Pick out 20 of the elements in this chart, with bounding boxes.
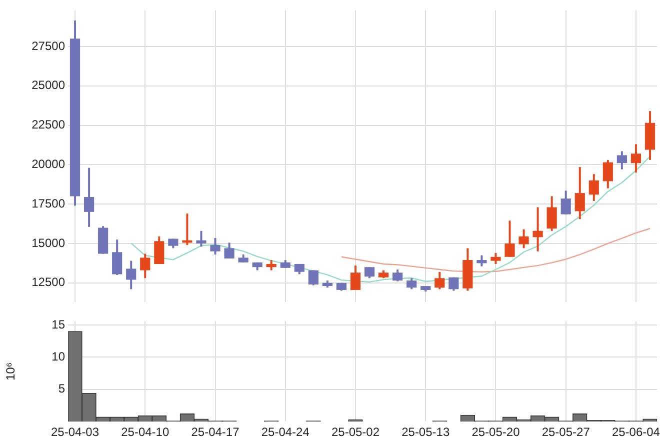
x-tick-label: 25-05-02	[331, 425, 380, 440]
y-tick-label: 25000	[32, 78, 66, 92]
y-tick-label: 17500	[32, 196, 66, 210]
x-tick-label: 25-04-17	[191, 425, 240, 440]
y-axis-title: 10⁶	[4, 362, 18, 381]
y-tick-label: 15000	[32, 236, 66, 250]
y-tick-label: 10	[52, 350, 66, 364]
x-tick-label: 25-04-03	[50, 425, 100, 440]
y-tick-label: 22500	[32, 118, 66, 132]
x-tick-label: 25-04-10	[121, 425, 170, 440]
y-tick-label: 15	[52, 317, 66, 332]
y-tick-label: 20000	[32, 156, 66, 171]
x-tick-label: 25-05-13	[402, 425, 450, 440]
y-tick-label: 27500	[32, 38, 66, 53]
x-tick-label: 25-05-27	[542, 425, 590, 440]
x-tick-label: 25-05-20	[472, 425, 520, 440]
y-tick-label: 5	[58, 382, 66, 396]
y-tick-label: 12500	[32, 275, 66, 290]
x-tick-label: 25-06-04	[612, 425, 660, 440]
x-tick-label: 25-04-24	[261, 425, 310, 440]
